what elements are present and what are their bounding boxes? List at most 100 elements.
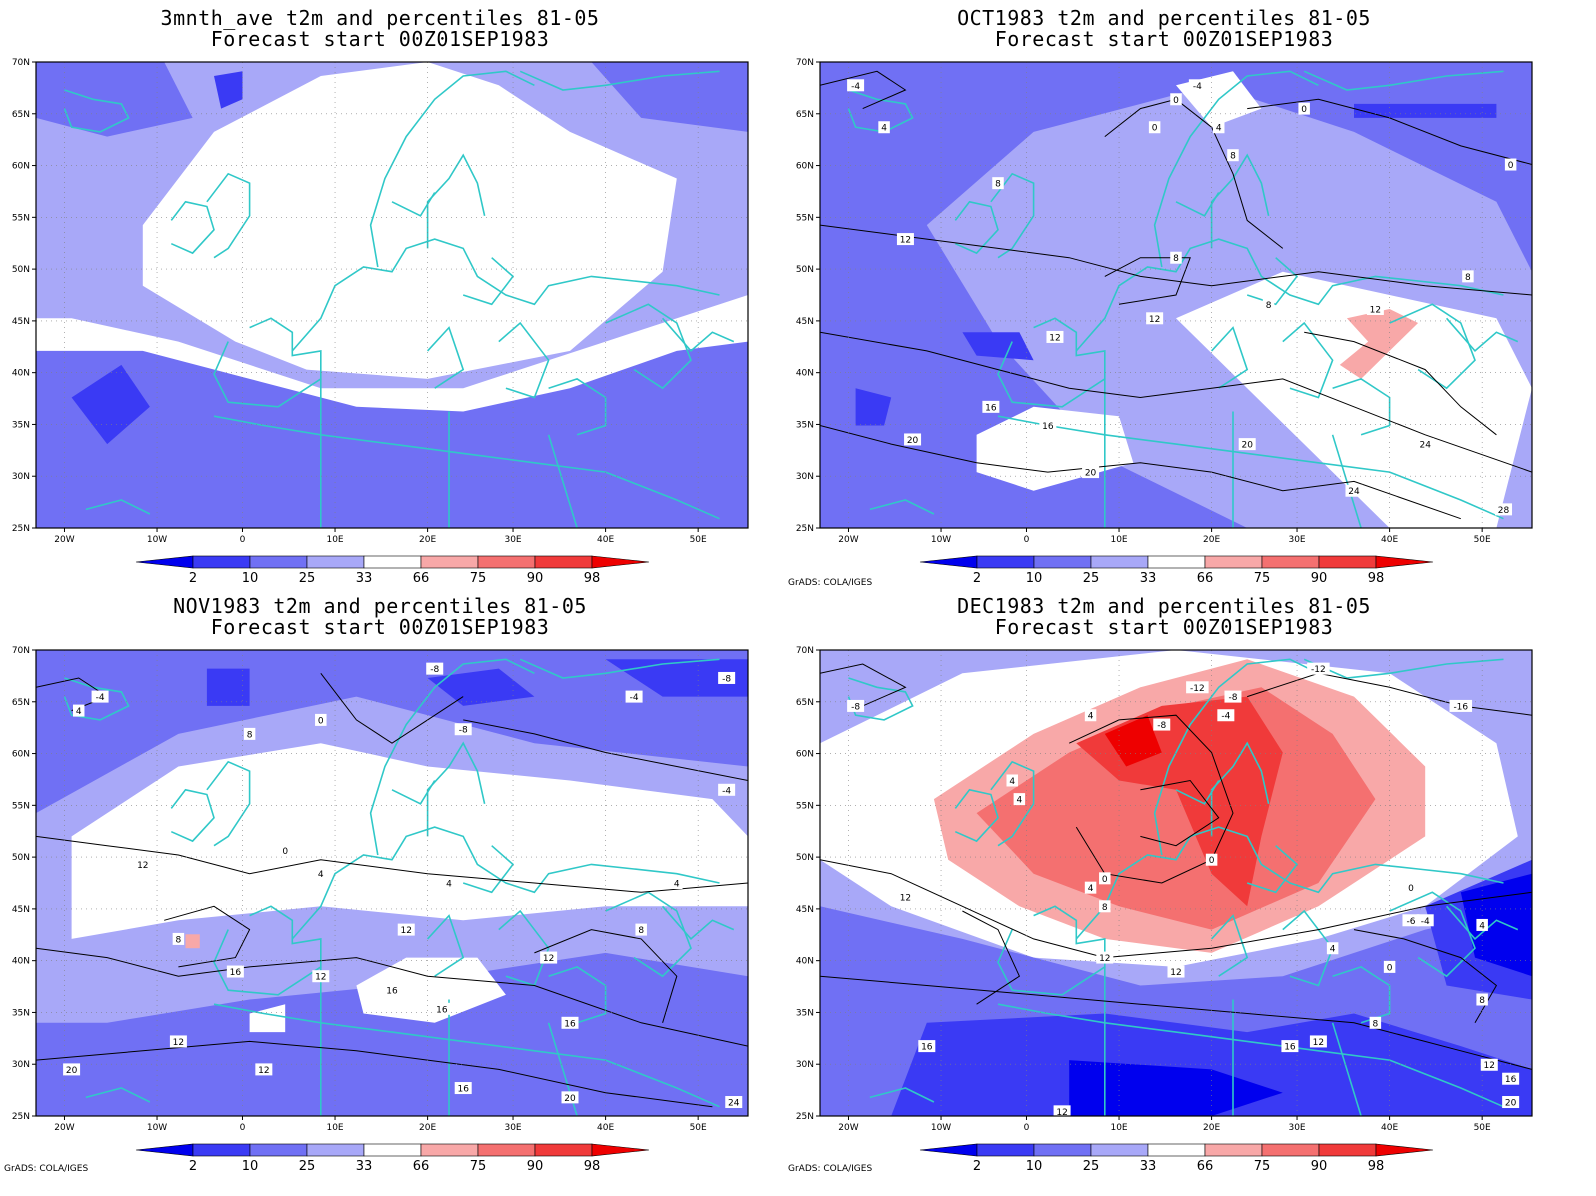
contour-label-box bbox=[1326, 942, 1339, 955]
latitude-label: 60N bbox=[12, 750, 30, 760]
longitude-label: 10E bbox=[1110, 535, 1127, 545]
latitude-label: 70N bbox=[12, 646, 30, 656]
contour-label: 24 bbox=[1348, 487, 1360, 497]
contour-label-box bbox=[1298, 102, 1310, 115]
contour-label: 8 bbox=[1173, 254, 1179, 264]
contour-label-box bbox=[315, 713, 327, 726]
contour-label: 0 bbox=[1152, 124, 1158, 134]
colorbar-label: 90 bbox=[1311, 1159, 1328, 1174]
contour-label-box bbox=[134, 858, 152, 871]
coastline bbox=[1175, 780, 1220, 805]
map-frame bbox=[35, 61, 749, 529]
contour-label: 12 bbox=[401, 926, 412, 936]
contour-label: 12 bbox=[1149, 315, 1160, 325]
coastline bbox=[1210, 153, 1270, 249]
panel-oct1983: OCT1983 t2m and percentiles 81-05 Foreca… bbox=[784, 0, 1544, 590]
contour-label: 0 bbox=[1508, 161, 1514, 171]
latitude-label: 50N bbox=[796, 265, 814, 275]
longitude-label: 20W bbox=[54, 535, 74, 545]
longitude-label: 20E bbox=[419, 1123, 436, 1133]
contour-label-box bbox=[1224, 690, 1242, 703]
panel-subtitle: Forecast start 00Z01SEP1983 bbox=[994, 615, 1334, 639]
contour-label: 0 bbox=[282, 847, 288, 857]
colorbar-segment bbox=[976, 1143, 1035, 1157]
contour-label: -4 bbox=[1193, 82, 1202, 92]
contour-label: 4 bbox=[1088, 712, 1094, 722]
colorbar-label: 90 bbox=[1311, 571, 1328, 586]
colorbar-label: 2 bbox=[973, 571, 981, 586]
contour-label: 4 bbox=[674, 880, 680, 890]
contour-label: 12 bbox=[1049, 333, 1060, 343]
colorbar-label: 90 bbox=[527, 571, 544, 586]
colorbar-segment bbox=[534, 1143, 593, 1157]
contour-label: 8 bbox=[1230, 152, 1236, 162]
colorbar-segment bbox=[1033, 1143, 1092, 1157]
contour-label: -12 bbox=[1311, 665, 1326, 675]
contour-label-box bbox=[1153, 718, 1171, 731]
longitude-label: 50E bbox=[690, 1123, 707, 1133]
contour-label-box bbox=[1383, 960, 1396, 973]
coastline bbox=[1075, 826, 1504, 940]
latitude-label: 70N bbox=[12, 58, 30, 68]
latitude-label: 65N bbox=[12, 110, 30, 120]
contour-label: -4 bbox=[1421, 917, 1430, 927]
coastline bbox=[462, 845, 515, 894]
latitude-label: 40N bbox=[12, 369, 30, 379]
coastline bbox=[990, 760, 1035, 847]
colorbar-label: 33 bbox=[1140, 1159, 1157, 1174]
contour-label: 20 bbox=[1085, 469, 1097, 479]
coastline bbox=[63, 89, 130, 133]
isotherm-contour bbox=[534, 929, 678, 1023]
longitude-label: 10E bbox=[1110, 1123, 1127, 1133]
colorbar-segment bbox=[420, 1143, 479, 1157]
latitude-label: 55N bbox=[796, 801, 814, 811]
contour-label: -8 bbox=[1228, 693, 1237, 703]
contour-label: 20 bbox=[564, 1094, 576, 1104]
coastline bbox=[1153, 658, 1319, 856]
panel-subtitle: Forecast start 00Z01SEP1983 bbox=[210, 27, 550, 51]
coastline bbox=[847, 677, 914, 721]
shaded-region bbox=[71, 743, 748, 939]
colorbar-label: 25 bbox=[299, 1159, 316, 1174]
contour-label-box bbox=[1170, 93, 1182, 106]
contour-label: 12 bbox=[900, 893, 911, 903]
contour-label: 0 bbox=[1387, 963, 1393, 973]
coastline bbox=[170, 788, 215, 843]
contour-label: -4 bbox=[96, 693, 105, 703]
latitude-label: 35N bbox=[12, 1008, 30, 1018]
colorbar-segment bbox=[1033, 555, 1092, 569]
contour-label-box bbox=[1099, 900, 1111, 913]
contour-label: 12 bbox=[173, 1038, 184, 1048]
coastline bbox=[498, 909, 550, 987]
contour-label: 16 bbox=[457, 1085, 469, 1095]
colorbar-segment bbox=[249, 1143, 308, 1157]
colorbar-label: 33 bbox=[356, 571, 373, 586]
coastline bbox=[1175, 192, 1220, 217]
latitude-label: 65N bbox=[796, 698, 814, 708]
colorbar-label: 90 bbox=[527, 1159, 544, 1174]
isotherm-contour bbox=[1140, 779, 1220, 847]
map-frame bbox=[819, 61, 1533, 529]
colorbar-segment bbox=[919, 555, 978, 569]
latitude-label: 45N bbox=[12, 317, 30, 327]
isotherm-contour bbox=[820, 425, 1461, 520]
coastline bbox=[869, 1087, 935, 1103]
contour-label: 16 bbox=[230, 968, 242, 978]
latitude-label: 45N bbox=[796, 905, 814, 915]
coastline bbox=[1153, 70, 1319, 268]
contour-label-box bbox=[1039, 419, 1057, 432]
contour-label-box bbox=[169, 1035, 187, 1048]
contour-label-box bbox=[904, 433, 922, 446]
latitude-label: 60N bbox=[12, 162, 30, 172]
coastline bbox=[847, 89, 914, 133]
grads-credit: GrADS: COLA/IGES bbox=[788, 578, 873, 588]
contour-label: 4 bbox=[1016, 796, 1022, 806]
latitude-label: 30N bbox=[12, 1060, 30, 1070]
contour-label: 20 bbox=[1241, 441, 1253, 451]
contour-label-box bbox=[1186, 681, 1209, 694]
shaded-region bbox=[1104, 715, 1162, 767]
contour-label-box bbox=[315, 867, 327, 880]
contour-label: 16 bbox=[1505, 1075, 1517, 1085]
